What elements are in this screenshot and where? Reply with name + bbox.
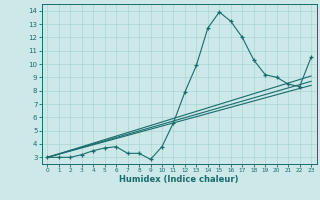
X-axis label: Humidex (Indice chaleur): Humidex (Indice chaleur) [119,175,239,184]
